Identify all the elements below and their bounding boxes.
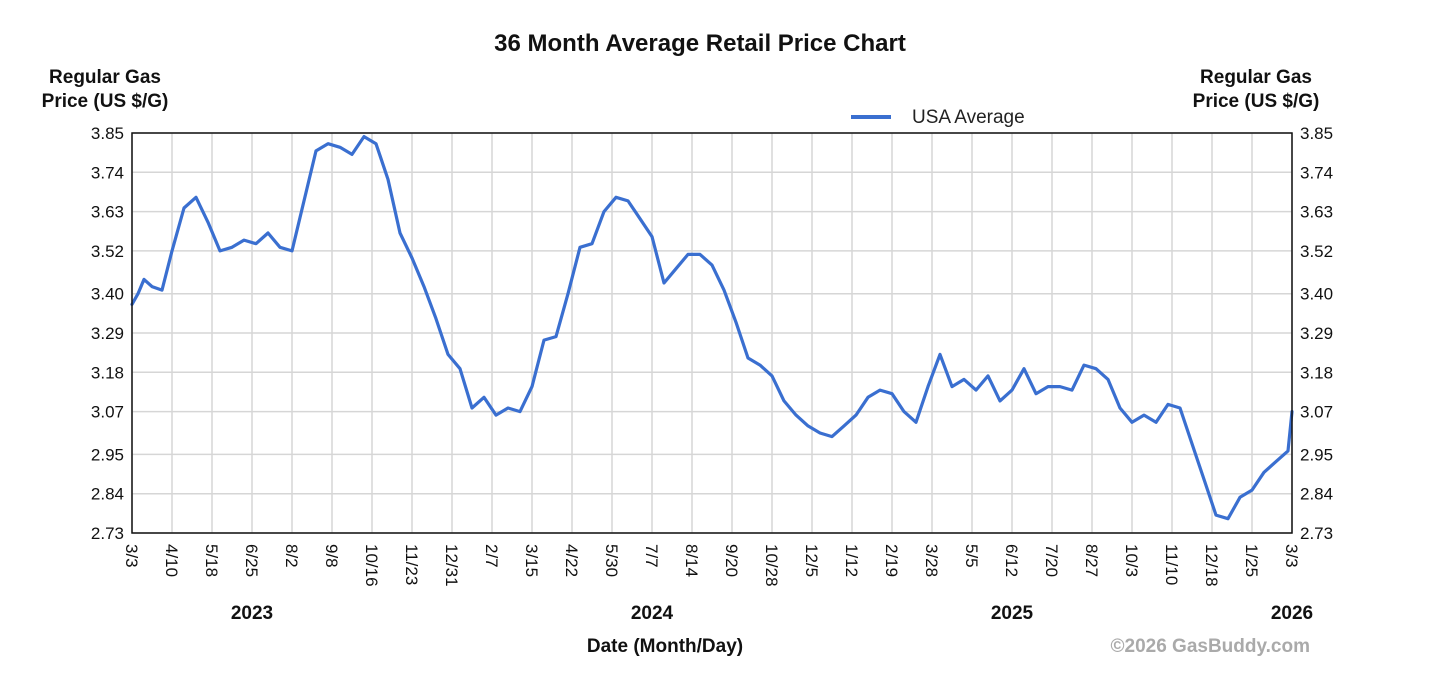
x-tick-19: 2/19 [882, 544, 901, 577]
x-tick-21: 5/5 [962, 544, 981, 568]
x-tick-24: 8/27 [1082, 544, 1101, 577]
y-tick-right-7: 3.07 [1300, 403, 1333, 422]
y-tick-right-0: 3.85 [1300, 124, 1333, 143]
x-tick-17: 12/5 [802, 544, 821, 577]
series-line-usa-average [130, 135, 1294, 521]
chart-title: 36 Month Average Retail Price Chart [494, 30, 906, 57]
left-axis-label-line-1: Regular Gas [49, 67, 161, 88]
x-tick-14: 8/14 [682, 544, 701, 577]
legend: USA Average [851, 107, 1025, 128]
y-tick-left-6: 3.18 [91, 363, 124, 382]
y-tick-left-7: 3.07 [91, 403, 124, 422]
x-tick-8: 12/31 [442, 544, 461, 587]
x-tick-27: 12/18 [1202, 544, 1221, 587]
year-label-2025: 2025 [991, 603, 1034, 624]
y-tick-right-1: 3.74 [1300, 163, 1333, 182]
x-axis-label: Date (Month/Day) [587, 636, 743, 657]
x-tick-28: 1/25 [1242, 544, 1261, 577]
x-tick-16: 10/28 [762, 544, 781, 587]
y-tick-right-4: 3.40 [1300, 285, 1333, 304]
x-tick-6: 10/16 [362, 544, 381, 587]
y-tick-left-9: 2.84 [91, 485, 124, 504]
x-tick-25: 10/3 [1122, 544, 1141, 577]
right-axis-label-line-1: Regular Gas [1200, 67, 1312, 88]
left-y-tick-labels: 3.85 3.74 3.63 3.52 3.40 3.29 3.18 3.07 2.95 2.84… [91, 124, 124, 543]
year-label-2023: 2023 [231, 603, 273, 624]
y-tick-left-10: 2.73 [91, 524, 124, 543]
x-tick-2: 5/18 [202, 544, 221, 577]
x-tick-labels: 3/3 4/10 5/18 6/25 8/2 9/8 10/16 11/23 12/31 2/7 3… [122, 544, 1301, 587]
x-tick-7: 11/23 [402, 544, 421, 585]
x-tick-12: 5/30 [602, 544, 621, 577]
y-tick-left-4: 3.40 [91, 285, 124, 304]
x-tick-20: 3/28 [922, 544, 941, 577]
y-tick-right-3: 3.52 [1300, 242, 1333, 261]
x-tick-1: 4/10 [162, 544, 181, 577]
x-tick-23: 7/20 [1042, 544, 1061, 577]
y-tick-left-5: 3.29 [91, 324, 124, 343]
x-tick-22: 6/12 [1002, 544, 1021, 577]
x-tick-5: 9/8 [322, 544, 341, 568]
year-label-2026: 2026 [1271, 603, 1313, 624]
x-tick-9: 2/7 [482, 544, 501, 568]
y-tick-left-8: 2.95 [91, 445, 124, 464]
x-tick-13: 7/7 [642, 544, 661, 568]
y-tick-right-8: 2.95 [1300, 445, 1333, 464]
x-tick-18: 1/12 [842, 544, 861, 577]
y-tick-right-6: 3.18 [1300, 363, 1333, 382]
year-labels: 2023 2024 2025 2026 [231, 603, 1313, 624]
year-label-2024: 2024 [631, 603, 674, 624]
x-tick-26: 11/10 [1162, 544, 1181, 585]
copyright-watermark: ©2026 GasBuddy.com [1111, 636, 1311, 657]
y-tick-left-0: 3.85 [91, 124, 124, 143]
y-tick-left-2: 3.63 [91, 203, 124, 222]
right-axis-label-line-2: Price (US $/G) [1193, 91, 1320, 112]
y-tick-right-2: 3.63 [1300, 203, 1333, 222]
right-y-tick-labels: 3.85 3.74 3.63 3.52 3.40 3.29 3.18 3.07 2.95 2.84… [1300, 124, 1333, 543]
legend-label-usa-average: USA Average [912, 107, 1025, 128]
x-tick-29: 3/3 [1282, 544, 1301, 568]
x-tick-3: 6/25 [242, 544, 261, 577]
x-tick-10: 3/15 [522, 544, 541, 577]
x-tick-0: 3/3 [122, 544, 141, 568]
y-tick-left-3: 3.52 [91, 242, 124, 261]
y-tick-left-1: 3.74 [91, 163, 124, 182]
y-tick-right-10: 2.73 [1300, 524, 1333, 543]
y-tick-right-5: 3.29 [1300, 324, 1333, 343]
left-axis-label-line-2: Price (US $/G) [42, 91, 169, 112]
x-tick-4: 8/2 [282, 544, 301, 568]
y-tick-right-9: 2.84 [1300, 485, 1333, 504]
x-tick-15: 9/20 [722, 544, 741, 577]
plot-area-frame [131, 132, 1293, 534]
x-tick-11: 4/22 [562, 544, 581, 577]
